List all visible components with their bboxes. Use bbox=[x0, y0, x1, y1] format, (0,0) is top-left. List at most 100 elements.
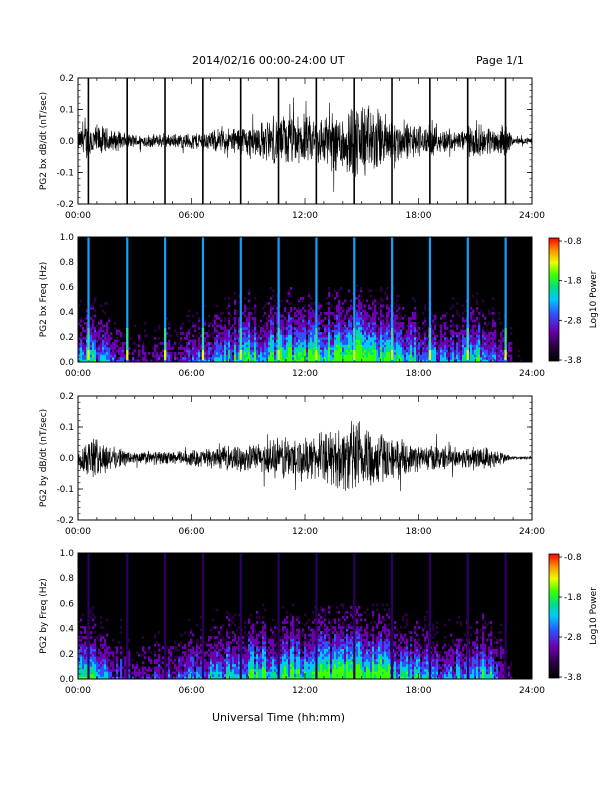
heatmap-cell bbox=[82, 671, 85, 675]
heatmap-cell bbox=[212, 319, 215, 323]
heatmap-cell bbox=[450, 344, 453, 348]
heatmap-cell bbox=[280, 347, 283, 350]
heatmap-cell bbox=[254, 297, 257, 300]
heatmap-cell bbox=[234, 354, 237, 358]
heatmap-cell bbox=[138, 653, 141, 657]
heatmap-cell bbox=[142, 661, 145, 665]
heatmap-cell bbox=[368, 332, 371, 335]
heatmap-cell bbox=[308, 342, 311, 345]
heatmap-cell bbox=[190, 631, 193, 634]
heatmap-cell bbox=[178, 359, 181, 363]
heatmap-cell bbox=[318, 342, 321, 345]
heatmap-cell bbox=[110, 332, 113, 335]
heatmap-cell bbox=[156, 673, 159, 677]
heatmap-cell bbox=[480, 334, 483, 338]
heatmap-cell bbox=[144, 334, 147, 338]
heatmap-cell bbox=[192, 314, 195, 318]
heatmap-cell bbox=[270, 352, 273, 355]
heatmap-cell bbox=[268, 319, 271, 323]
heatmap-cell bbox=[234, 656, 237, 660]
heatmap-cell bbox=[92, 352, 95, 355]
heatmap-cell bbox=[134, 666, 137, 670]
heatmap-cell bbox=[204, 673, 207, 677]
heatmap-cell bbox=[182, 661, 185, 665]
heatmap-cell bbox=[294, 337, 297, 340]
heatmap-cell bbox=[250, 648, 253, 652]
heatmap-cell bbox=[220, 658, 223, 662]
heatmap-cell bbox=[424, 304, 427, 308]
heatmap-cell bbox=[380, 317, 383, 320]
heatmap-cell bbox=[472, 317, 475, 320]
heatmap-cell bbox=[196, 638, 199, 642]
heatmap-cell bbox=[478, 342, 481, 345]
heatmap-cell bbox=[148, 648, 151, 652]
heatmap-cell bbox=[198, 646, 201, 650]
heatmap-cell bbox=[106, 673, 109, 677]
heatmap-cell bbox=[168, 673, 171, 677]
heatmap-cell bbox=[206, 354, 209, 358]
heatmap-cell bbox=[170, 658, 173, 662]
heatmap-cell bbox=[264, 638, 267, 642]
heatmap-cell bbox=[154, 643, 157, 647]
heatmap-cell bbox=[228, 312, 231, 315]
heatmap-cell bbox=[246, 339, 249, 343]
heatmap-cell bbox=[242, 312, 245, 315]
heatmap-cell bbox=[356, 329, 359, 333]
heatmap-cell bbox=[320, 337, 323, 340]
heatmap-cell bbox=[382, 322, 385, 325]
heatmap-cell bbox=[456, 309, 459, 313]
heatmap-cell bbox=[362, 344, 365, 348]
heatmap-cell bbox=[82, 661, 85, 665]
heatmap-cell bbox=[104, 344, 107, 348]
heatmap-cell bbox=[490, 347, 493, 350]
heatmap-cell bbox=[102, 646, 105, 650]
heatmap-cell bbox=[188, 329, 191, 333]
heatmap-cell bbox=[182, 357, 185, 360]
trace-line bbox=[77, 97, 533, 192]
heatmap-cell bbox=[224, 297, 227, 300]
heatmap-cell bbox=[96, 334, 99, 338]
heatmap-cell bbox=[342, 327, 345, 330]
heatmap-cell bbox=[214, 676, 217, 680]
heatmap-cell bbox=[318, 349, 321, 353]
heatmap-cell bbox=[472, 312, 475, 315]
heatmap-cell bbox=[222, 646, 225, 650]
heatmap-cell bbox=[520, 359, 523, 363]
heatmap-cell bbox=[78, 641, 81, 645]
heatmap-cell bbox=[144, 666, 147, 670]
heatmap-cell bbox=[214, 322, 217, 325]
heatmap-cell bbox=[266, 344, 269, 348]
heatmap-cell bbox=[90, 631, 93, 634]
heatmap-cell bbox=[220, 666, 223, 670]
heatmap-cell bbox=[132, 663, 135, 667]
heatmap-cell bbox=[188, 641, 191, 645]
heatmap-cell bbox=[214, 347, 217, 350]
heatmap-cell bbox=[158, 653, 161, 657]
heatmap-cell bbox=[458, 332, 461, 335]
heatmap-cell bbox=[286, 357, 289, 360]
heatmap-cell bbox=[242, 354, 245, 358]
heatmap-cell bbox=[276, 347, 279, 350]
heatmap-cell bbox=[254, 352, 257, 355]
heatmap-cell bbox=[192, 354, 195, 358]
spike-column-peak bbox=[315, 350, 318, 360]
heatmap-cell bbox=[264, 666, 267, 670]
heatmap-cell bbox=[228, 623, 231, 627]
heatmap-cell bbox=[174, 329, 177, 333]
heatmap-cell bbox=[408, 322, 411, 325]
heatmap-cell bbox=[378, 344, 381, 348]
heatmap-cell bbox=[118, 641, 121, 645]
heatmap-cell bbox=[352, 342, 355, 345]
heatmap-cell bbox=[296, 357, 299, 360]
heatmap-cell bbox=[386, 344, 389, 348]
heatmap-cell bbox=[230, 653, 233, 657]
heatmap-cell bbox=[86, 309, 89, 313]
heatmap-cell bbox=[408, 357, 411, 360]
heatmap-cell bbox=[110, 352, 113, 355]
heatmap-cell bbox=[188, 309, 191, 313]
heatmap-cell bbox=[204, 359, 207, 363]
heatmap-cell bbox=[318, 347, 321, 350]
heatmap-cell bbox=[300, 297, 303, 300]
heatmap-cell bbox=[116, 673, 119, 677]
heatmap-cell bbox=[510, 332, 513, 335]
